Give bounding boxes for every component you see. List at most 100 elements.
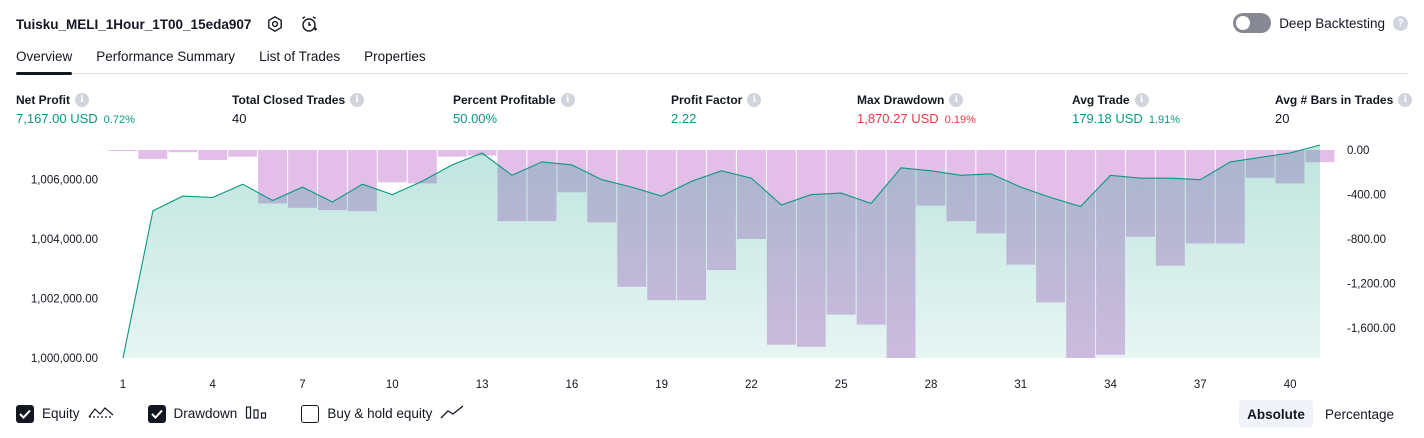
metric-percent-profitable: Percent Profitable i 50.00% bbox=[453, 93, 575, 126]
equity-area bbox=[122, 144, 1321, 359]
metric-value: 2.22 bbox=[671, 111, 697, 126]
x-axis: 1 4 7 10 13 16 19 22 25 28 31 34 37 40 bbox=[120, 379, 1297, 391]
metric-total-closed-trades: Total Closed Trades i 40 bbox=[232, 93, 365, 126]
info-icon[interactable]: i bbox=[350, 93, 365, 107]
drawdown-bar bbox=[168, 150, 198, 153]
metric-profit-factor: Profit Factor i 2.22 bbox=[671, 93, 762, 126]
right-axis-tick: -800.00 bbox=[1347, 234, 1386, 246]
deep-backtesting-toggle[interactable] bbox=[1233, 13, 1272, 33]
legend-buy-hold[interactable]: Buy & hold equity bbox=[301, 404, 464, 423]
info-icon[interactable]: i bbox=[560, 93, 575, 107]
drawdown-bars-icon bbox=[245, 404, 267, 423]
x-axis-tick: 31 bbox=[1014, 379, 1027, 391]
x-axis-tick: 25 bbox=[835, 379, 848, 391]
left-axis: 1,000,000.00 1,002,000.00 1,004,000.00 1,00… bbox=[31, 175, 98, 365]
metric-label: Total Closed Trades bbox=[232, 93, 346, 107]
drawdown-bar bbox=[377, 150, 407, 183]
strategy-name: Tuisku_MELI_1Hour_1T00_15eda907 bbox=[16, 16, 252, 32]
metric-label: Percent Profitable bbox=[453, 93, 556, 107]
info-icon[interactable]: i bbox=[1134, 93, 1149, 107]
add-alert-icon[interactable] bbox=[299, 14, 319, 34]
legend-drawdown[interactable]: Drawdown bbox=[147, 404, 268, 423]
x-axis-tick: 4 bbox=[209, 379, 216, 391]
equity-line-icon bbox=[88, 404, 114, 423]
tab-list-of-trades[interactable]: List of Trades bbox=[259, 49, 341, 64]
equity-fill bbox=[123, 145, 1320, 358]
metric-value: 40 bbox=[232, 111, 247, 126]
metric-max-drawdown: Max Drawdown i 1,870.27 USD 0.19% bbox=[857, 93, 976, 126]
drawdown-checkbox[interactable] bbox=[147, 404, 166, 423]
percentage-button[interactable]: Percentage bbox=[1324, 406, 1394, 422]
buy-hold-checkbox[interactable] bbox=[301, 404, 320, 423]
deep-backtesting: Deep Backtesting ? bbox=[1233, 13, 1408, 33]
equity-checkbox[interactable] bbox=[16, 404, 34, 423]
x-axis-tick: 16 bbox=[566, 379, 579, 391]
right-axis-tick: 0.00 bbox=[1347, 145, 1369, 157]
x-axis-tick: 7 bbox=[299, 379, 305, 391]
x-axis-tick: 10 bbox=[386, 379, 399, 391]
x-axis-tick: 19 bbox=[655, 379, 668, 391]
right-axis-tick: -1,200.00 bbox=[1347, 279, 1396, 291]
equity-line bbox=[122, 144, 1321, 359]
strategy-header: Tuisku_MELI_1Hour_1T00_15eda907 bbox=[16, 12, 319, 36]
drawdown-bar bbox=[228, 150, 258, 157]
metric-avg-bars-in-trades: Avg # Bars in Trades i 20 bbox=[1275, 93, 1413, 126]
info-icon[interactable]: i bbox=[949, 93, 964, 107]
x-axis-tick: 22 bbox=[745, 379, 758, 391]
metric-value: 50.00% bbox=[453, 111, 498, 126]
equity-drawdown-chart[interactable]: 1,000,000.00 1,002,000.00 1,004,000.00 1,00… bbox=[0, 140, 1424, 396]
metric-value: 1,870.27 USD bbox=[857, 111, 939, 126]
x-axis-tick: 34 bbox=[1104, 379, 1117, 391]
metric-value: 7,167.00 USD bbox=[16, 111, 98, 126]
deep-backtesting-label: Deep Backtesting bbox=[1279, 15, 1385, 31]
metric-label: Net Profit bbox=[16, 93, 70, 107]
left-axis-tick: 1,002,000.00 bbox=[31, 294, 98, 306]
info-icon[interactable]: i bbox=[747, 93, 762, 107]
right-axis: 0.00 -400.00 -800.00 -1,200.00 -1,600.00 bbox=[1347, 145, 1396, 335]
metric-avg-trade: Avg Trade i 179.18 USD 1.91% bbox=[1072, 93, 1180, 126]
toggle-knob bbox=[1236, 16, 1251, 30]
legend-label: Drawdown bbox=[173, 406, 238, 421]
left-axis-tick: 1,000,000.00 bbox=[31, 353, 98, 365]
gear-icon[interactable] bbox=[265, 14, 285, 34]
info-icon[interactable]: i bbox=[1398, 93, 1413, 107]
right-axis-tick: -1,600.00 bbox=[1347, 323, 1396, 335]
drawdown-bar bbox=[437, 150, 467, 157]
drawdown-bar bbox=[258, 150, 287, 204]
tab-bar: Overview Performance Summary List of Tra… bbox=[16, 44, 1408, 75]
chart-legend: Equity Drawdown Buy & hold equity bbox=[16, 404, 498, 423]
drawdown-bar bbox=[108, 150, 138, 152]
absolute-button[interactable]: Absolute bbox=[1239, 400, 1313, 428]
tab-performance-summary[interactable]: Performance Summary bbox=[96, 49, 236, 64]
metric-percent: 0.72% bbox=[103, 114, 135, 126]
help-icon[interactable]: ? bbox=[1393, 15, 1408, 31]
metric-label: Avg Trade bbox=[1072, 93, 1130, 107]
metric-net-profit: Net Profit i 7,167.00 USD 0.72% bbox=[16, 93, 135, 126]
metric-label: Avg # Bars in Trades bbox=[1275, 93, 1394, 107]
tab-overview[interactable]: Overview bbox=[16, 44, 73, 75]
left-axis-tick: 1,004,000.00 bbox=[31, 234, 98, 246]
left-axis-tick: 1,006,000.00 bbox=[31, 175, 98, 187]
x-axis-tick: 28 bbox=[925, 379, 938, 391]
legend-label: Buy & hold equity bbox=[327, 406, 433, 421]
drawdown-bar bbox=[198, 150, 228, 160]
x-axis-tick: 37 bbox=[1194, 379, 1207, 391]
metrics-row: Net Profit i 7,167.00 USD 0.72% Total Clos… bbox=[16, 93, 1413, 133]
buy-hold-line-icon bbox=[440, 404, 464, 423]
legend-label: Equity bbox=[42, 406, 80, 421]
right-axis-tick: -400.00 bbox=[1347, 190, 1386, 202]
metric-percent: 1.91% bbox=[1148, 114, 1181, 126]
metric-value: 179.18 USD bbox=[1072, 111, 1143, 126]
scale-mode-switch: Absolute Percentage bbox=[1239, 400, 1402, 428]
drawdown-bar bbox=[138, 150, 168, 159]
metric-value: 20 bbox=[1275, 111, 1290, 126]
info-icon[interactable]: i bbox=[75, 93, 89, 107]
tab-properties[interactable]: Properties bbox=[364, 49, 426, 64]
metric-label: Max Drawdown bbox=[857, 93, 945, 107]
x-axis-tick: 40 bbox=[1284, 379, 1297, 391]
metric-label: Profit Factor bbox=[671, 93, 743, 107]
metric-percent: 0.19% bbox=[944, 114, 976, 126]
x-axis-tick: 1 bbox=[120, 379, 126, 391]
legend-equity[interactable]: Equity bbox=[16, 404, 114, 423]
x-axis-tick: 13 bbox=[476, 379, 489, 391]
